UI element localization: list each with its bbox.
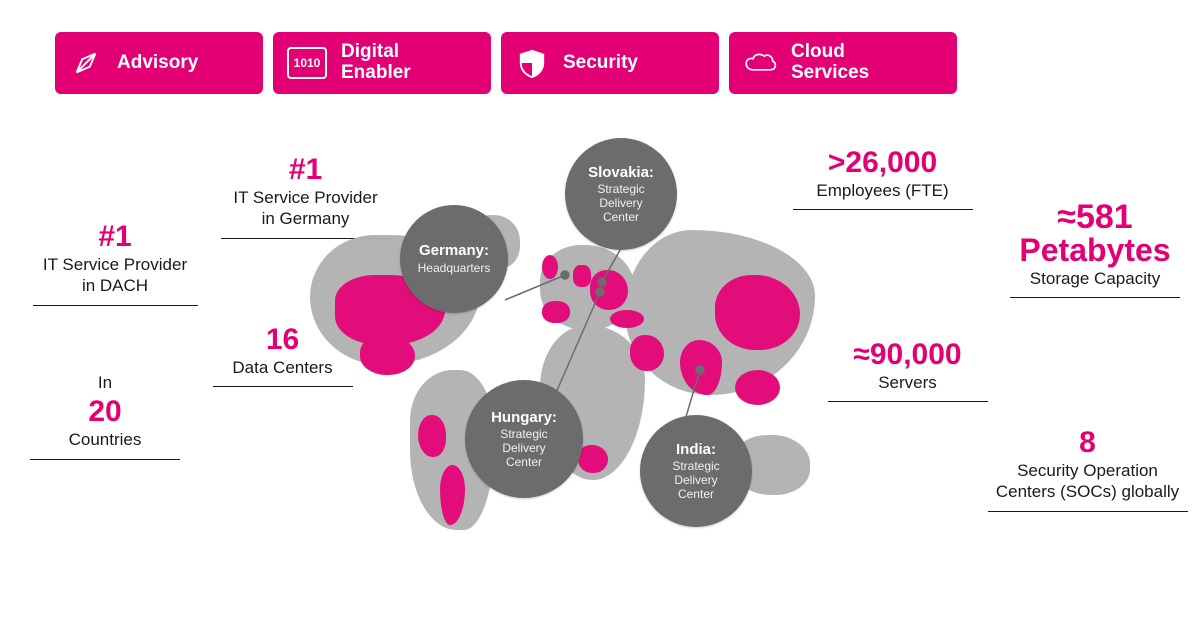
service-pill-label: Cloud Services: [791, 42, 869, 84]
map-highlight-germany: [573, 265, 591, 287]
stat-desc: IT Service Provider in DACH: [30, 254, 200, 297]
map-highlight-safrica: [578, 445, 608, 473]
stat-desc: Security Operation Centers (SOCs) global…: [985, 460, 1190, 503]
stat-socs: 8 Security Operation Centers (SOCs) glob…: [985, 428, 1190, 520]
stat-rule: [988, 511, 1188, 512]
service-pill-security: Security: [501, 32, 719, 94]
callout-india: India: Strategic Delivery Center: [640, 415, 752, 527]
stat-rule: [1010, 297, 1180, 298]
map-highlight-mexico: [360, 335, 415, 375]
stat-rule: [828, 401, 988, 402]
service-pill-label: Digital Enabler: [341, 42, 411, 84]
callout-germany: Germany: Headquarters: [400, 205, 508, 313]
infographic-canvas: Advisory 1010 Digital Enabler Security: [0, 0, 1200, 627]
compass-icon: [69, 46, 103, 80]
stat-rule: [33, 305, 198, 306]
map-highlight-china: [715, 275, 800, 350]
service-pill-cloud-services: Cloud Services: [729, 32, 957, 94]
map-highlight-saudi: [630, 335, 664, 371]
cloud-icon: [743, 46, 777, 80]
stat-servers: ≈90,000 Servers: [825, 340, 990, 410]
service-pill-label: Advisory: [117, 52, 198, 74]
service-pill-row: Advisory 1010 Digital Enabler Security: [55, 32, 957, 94]
map-highlight-spain: [542, 301, 570, 323]
service-pill-advisory: Advisory: [55, 32, 263, 94]
map-highlight-peru: [418, 415, 446, 457]
stat-countries: In 20 Countries: [30, 370, 180, 468]
service-pill-digital-enabler: 1010 Digital Enabler: [273, 32, 491, 94]
stat-rule: [793, 209, 973, 210]
stat-storage: ≈581 Petabytes Storage Capacity: [1005, 200, 1185, 306]
map-highlight-uk: [542, 255, 558, 279]
map-highlight-turkey: [610, 310, 644, 328]
map-highlight-sea: [735, 370, 780, 405]
stat-rule: [30, 459, 180, 460]
map-highlight-cee: [590, 270, 628, 310]
shield-icon: [515, 46, 549, 80]
callout-slovakia: Slovakia: Strategic Delivery Center: [565, 138, 677, 250]
service-pill-label: Security: [563, 52, 638, 74]
world-map: [290, 215, 830, 545]
stat-employees: >26,000 Employees (FTE): [790, 148, 975, 218]
stat-dach: #1 IT Service Provider in DACH: [30, 222, 200, 314]
callout-hungary: Hungary: Strategic Delivery Center: [465, 380, 583, 498]
binary-icon: 1010: [287, 47, 327, 79]
